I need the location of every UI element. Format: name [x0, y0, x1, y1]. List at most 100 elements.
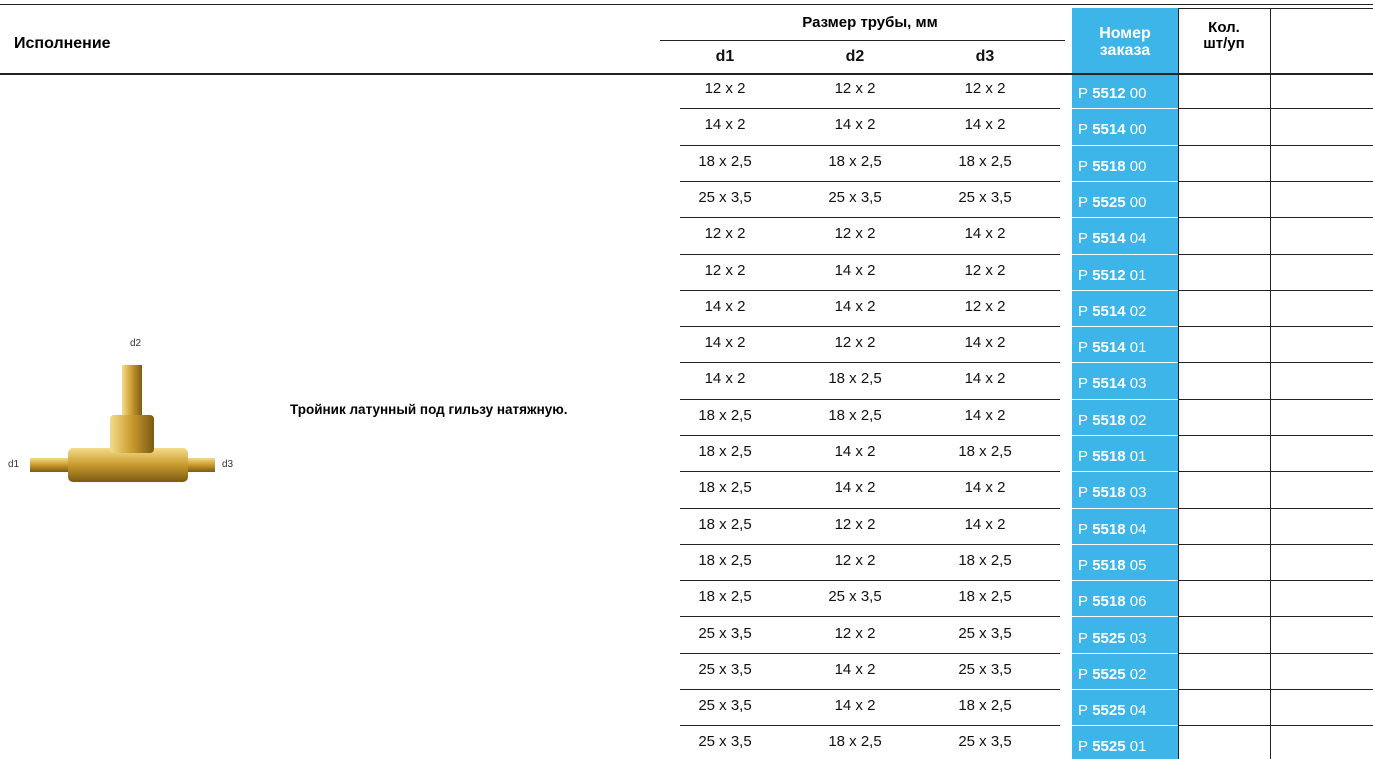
- order-code: 5514: [1092, 121, 1126, 139]
- row-rule: [1072, 326, 1178, 327]
- order-code: 5525: [1092, 738, 1126, 756]
- order-code: 5514: [1092, 230, 1126, 248]
- row-rule: [680, 689, 1060, 690]
- row-rule: [1178, 290, 1373, 291]
- size-cell: 18 x 2,5: [698, 152, 752, 170]
- row-rule: [1072, 616, 1178, 617]
- size-cell: 14 x 2: [964, 515, 1006, 533]
- row-rule: [1072, 689, 1178, 690]
- order-prefix: P: [1078, 121, 1089, 139]
- size-cell: 18 x 2,5: [828, 733, 882, 751]
- row-rule: [1178, 689, 1373, 690]
- row-rule: [1178, 544, 1373, 545]
- size-cell: 18 x 2,5: [958, 588, 1012, 606]
- order-prefix: P: [1078, 266, 1089, 284]
- row-rule: [1072, 362, 1178, 363]
- order-code: 5518: [1092, 411, 1126, 429]
- row-rule: [680, 435, 1060, 436]
- size-cell: 18 x 2,5: [828, 406, 882, 424]
- order-code: 5525: [1092, 665, 1126, 683]
- size-cell: 12 x 2: [704, 80, 746, 97]
- row-rule: [1178, 145, 1373, 146]
- size-cell: 12 x 2: [834, 80, 876, 97]
- order-suffix: 00: [1129, 193, 1147, 211]
- row-rule: [680, 290, 1060, 291]
- size-cell: 25 x 3,5: [958, 733, 1012, 751]
- quantity-header: Кол. шт/уп: [1178, 20, 1270, 52]
- right-header-rule: [1178, 8, 1373, 9]
- size-cell: 14 x 2: [704, 116, 746, 134]
- row-rule: [680, 653, 1060, 654]
- order-code: 5525: [1092, 629, 1126, 647]
- size-cell: 18 x 2,5: [828, 370, 882, 388]
- size-cell: 25 x 3,5: [698, 188, 752, 206]
- size-cell: 25 x 3,5: [698, 733, 752, 751]
- order-prefix: P: [1078, 157, 1089, 175]
- size-cell: 12 x 2: [964, 297, 1006, 315]
- order-number: P 5525 03: [1078, 630, 1146, 647]
- order-header-line: заказа: [1099, 42, 1151, 59]
- row-rule: [1072, 435, 1178, 436]
- order-prefix: P: [1078, 411, 1089, 429]
- order-number: P 5518 06: [1078, 593, 1146, 610]
- row-rule: [1072, 254, 1178, 255]
- order-code: 5514: [1092, 302, 1126, 320]
- row-rule: [680, 108, 1060, 109]
- order-code: 5518: [1092, 448, 1126, 465]
- size-cell: 18 x 2,5: [958, 551, 1012, 569]
- order-suffix: 01: [1129, 738, 1147, 756]
- row-rule: [1072, 145, 1178, 146]
- size-cell: 14 x 2: [834, 697, 876, 715]
- row-rule: [1178, 471, 1373, 472]
- size-cell: 14 x 2: [834, 479, 876, 497]
- row-rule: [680, 181, 1060, 182]
- row-rule: [1178, 435, 1373, 436]
- order-prefix: P: [1078, 230, 1089, 248]
- order-prefix: P: [1078, 375, 1089, 393]
- order-suffix: 02: [1129, 302, 1147, 320]
- order-suffix: 03: [1129, 375, 1147, 393]
- order-suffix: 06: [1129, 593, 1147, 611]
- product-image: [30, 365, 215, 482]
- order-code: 5514: [1092, 375, 1126, 393]
- size-cell: 12 x 2: [964, 80, 1006, 97]
- row-rule: [680, 544, 1060, 545]
- order-prefix: P: [1078, 665, 1089, 683]
- order-number: P 5514 01: [1078, 339, 1146, 356]
- size-cell: 18 x 2,5: [698, 588, 752, 606]
- size-cell: 14 x 2: [704, 370, 746, 388]
- size-cell: 12 x 2: [704, 261, 746, 279]
- header-rule: [660, 40, 1065, 41]
- quantity-header-line: шт/уп: [1203, 35, 1245, 52]
- row-rule: [1178, 362, 1373, 363]
- order-code: 5525: [1092, 702, 1126, 720]
- row-rule: [1072, 508, 1178, 509]
- order-prefix: P: [1078, 593, 1089, 611]
- size-cell: 18 x 2,5: [828, 152, 882, 170]
- order-prefix: P: [1078, 85, 1089, 102]
- size-cell: 25 x 3,5: [958, 660, 1012, 678]
- size-cell: 14 x 2: [964, 334, 1006, 352]
- order-prefix: P: [1078, 556, 1089, 574]
- row-rule: [1178, 580, 1373, 581]
- size-cell: 12 x 2: [834, 624, 876, 642]
- image-label: d2: [130, 338, 142, 349]
- order-suffix: 05: [1129, 556, 1147, 574]
- order-suffix: 00: [1129, 85, 1147, 102]
- size-cell: 12 x 2: [834, 515, 876, 533]
- order-column-bg: [1072, 75, 1178, 759]
- order-prefix: P: [1078, 302, 1089, 320]
- row-rule: [680, 616, 1060, 617]
- order-number: P 5525 02: [1078, 666, 1146, 683]
- order-number: P 5525 00: [1078, 194, 1146, 211]
- size-cell: 18 x 2,5: [698, 479, 752, 497]
- order-number: P 5518 02: [1078, 412, 1146, 429]
- order-prefix: P: [1078, 520, 1089, 538]
- order-code: 5518: [1092, 593, 1126, 611]
- size-cell: 14 x 2: [834, 297, 876, 315]
- top-rule: [0, 4, 1373, 5]
- order-prefix: P: [1078, 448, 1089, 465]
- row-rule: [680, 471, 1060, 472]
- order-code: 5512: [1092, 266, 1126, 284]
